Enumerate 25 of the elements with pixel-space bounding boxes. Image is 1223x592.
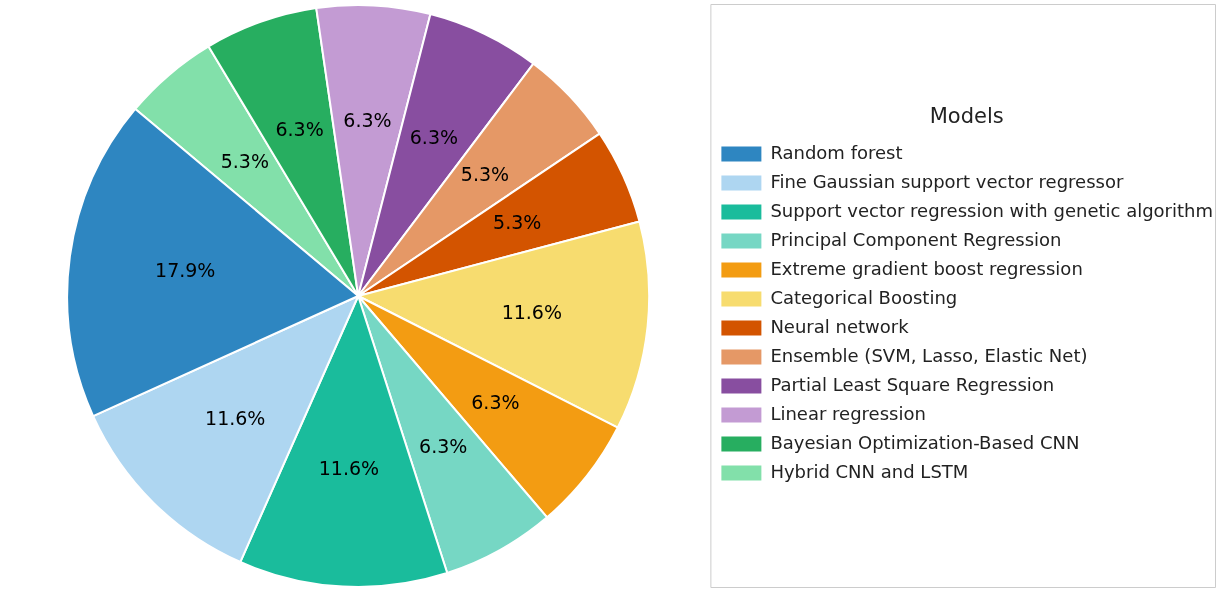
data-label: 5.3%: [460, 162, 510, 185]
legend-label: Neural network: [770, 315, 910, 337]
legend-label: Fine Gaussian support vector regressor: [770, 170, 1124, 192]
data-label: 6.3%: [343, 108, 392, 131]
data-label: 5.3%: [220, 150, 270, 173]
data-label: 17.9%: [155, 259, 216, 282]
data-label: 11.6%: [501, 301, 563, 324]
data-label: 6.3%: [419, 435, 468, 458]
legend-label: Linear regression: [770, 402, 926, 424]
data-label: 6.3%: [409, 125, 459, 148]
legend-label: Ensemble (SVM, Lasso, Elastic Net): [770, 344, 1088, 366]
legend-label: Hybrid CNN and LSTM: [770, 460, 969, 482]
data-label: 11.6%: [205, 406, 266, 429]
legend-label: Random forest: [770, 141, 903, 163]
legend-title: Models: [929, 103, 1004, 128]
legend-label: Bayesian Optimization-Based CNN: [770, 431, 1080, 453]
legend-label: Principal Component Regression: [770, 228, 1062, 250]
legend-label: Support vector regression with genetic algorithm: [770, 199, 1214, 221]
legend-label: Categorical Boosting: [770, 286, 958, 308]
data-label: 5.3%: [493, 210, 542, 233]
legend-label: Extreme gradient boost regression: [770, 257, 1083, 279]
legend-label: Partial Least Square Regression: [770, 373, 1055, 395]
data-label: 6.3%: [471, 390, 520, 413]
data-label: 11.6%: [318, 457, 380, 480]
data-label: 6.3%: [275, 118, 324, 141]
